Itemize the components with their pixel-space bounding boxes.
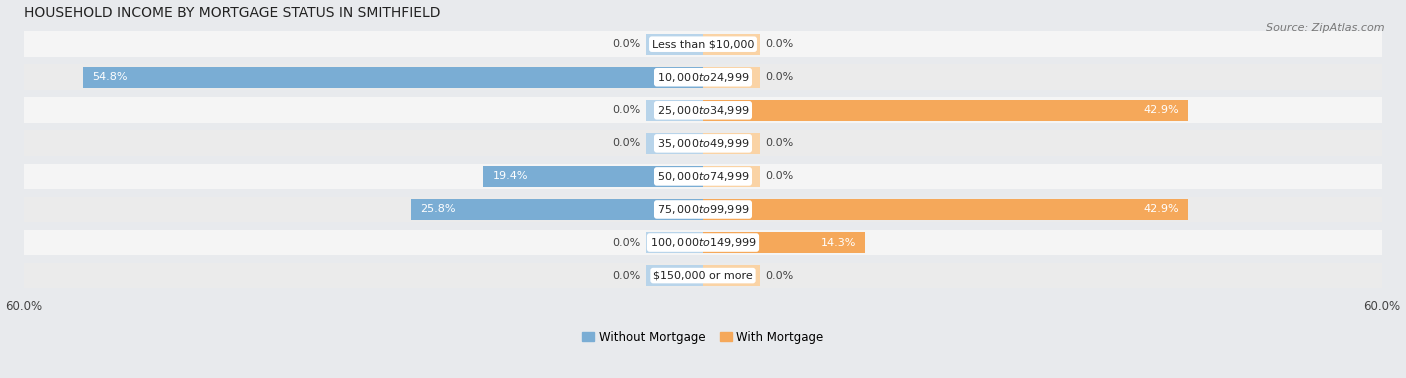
Bar (703, 100, 1188, 121)
Text: $25,000 to $34,999: $25,000 to $34,999 (657, 104, 749, 117)
Bar (24, 130, 1382, 156)
Text: Less than $10,000: Less than $10,000 (652, 39, 754, 49)
Text: 0.0%: 0.0% (613, 39, 641, 49)
Bar (24, 98, 1382, 123)
Bar (24, 263, 1382, 288)
Text: 0.0%: 0.0% (765, 171, 793, 181)
Bar (24, 164, 1382, 189)
Bar (411, 199, 703, 220)
Text: HOUSEHOLD INCOME BY MORTGAGE STATUS IN SMITHFIELD: HOUSEHOLD INCOME BY MORTGAGE STATUS IN S… (24, 6, 440, 20)
Legend: Without Mortgage, With Mortgage: Without Mortgage, With Mortgage (578, 326, 828, 349)
Text: $35,000 to $49,999: $35,000 to $49,999 (657, 137, 749, 150)
Bar (647, 34, 703, 55)
Text: 54.8%: 54.8% (91, 72, 128, 82)
Bar (24, 64, 1382, 90)
Text: $75,000 to $99,999: $75,000 to $99,999 (657, 203, 749, 216)
Text: $100,000 to $149,999: $100,000 to $149,999 (650, 236, 756, 249)
Text: 0.0%: 0.0% (765, 39, 793, 49)
Text: Source: ZipAtlas.com: Source: ZipAtlas.com (1267, 23, 1385, 33)
Bar (703, 67, 759, 88)
Bar (647, 265, 703, 286)
Bar (703, 133, 759, 154)
Text: 42.9%: 42.9% (1143, 204, 1180, 214)
Bar (647, 232, 703, 253)
Text: 0.0%: 0.0% (613, 271, 641, 280)
Text: $10,000 to $24,999: $10,000 to $24,999 (657, 71, 749, 84)
Text: 42.9%: 42.9% (1143, 105, 1180, 115)
Text: 0.0%: 0.0% (765, 138, 793, 148)
Bar (484, 166, 703, 187)
Text: 0.0%: 0.0% (613, 138, 641, 148)
Text: 25.8%: 25.8% (420, 204, 456, 214)
Bar (24, 31, 1382, 57)
Bar (703, 232, 865, 253)
Text: 0.0%: 0.0% (765, 72, 793, 82)
Bar (647, 100, 703, 121)
Bar (83, 67, 703, 88)
Bar (703, 265, 759, 286)
Text: 0.0%: 0.0% (613, 105, 641, 115)
Text: 0.0%: 0.0% (765, 271, 793, 280)
Text: $50,000 to $74,999: $50,000 to $74,999 (657, 170, 749, 183)
Bar (703, 199, 1188, 220)
Text: 14.3%: 14.3% (820, 237, 856, 248)
Text: 19.4%: 19.4% (492, 171, 529, 181)
Bar (647, 133, 703, 154)
Bar (703, 166, 759, 187)
Text: $150,000 or more: $150,000 or more (654, 271, 752, 280)
Bar (24, 229, 1382, 256)
Bar (24, 197, 1382, 222)
Text: 0.0%: 0.0% (613, 237, 641, 248)
Bar (703, 34, 759, 55)
